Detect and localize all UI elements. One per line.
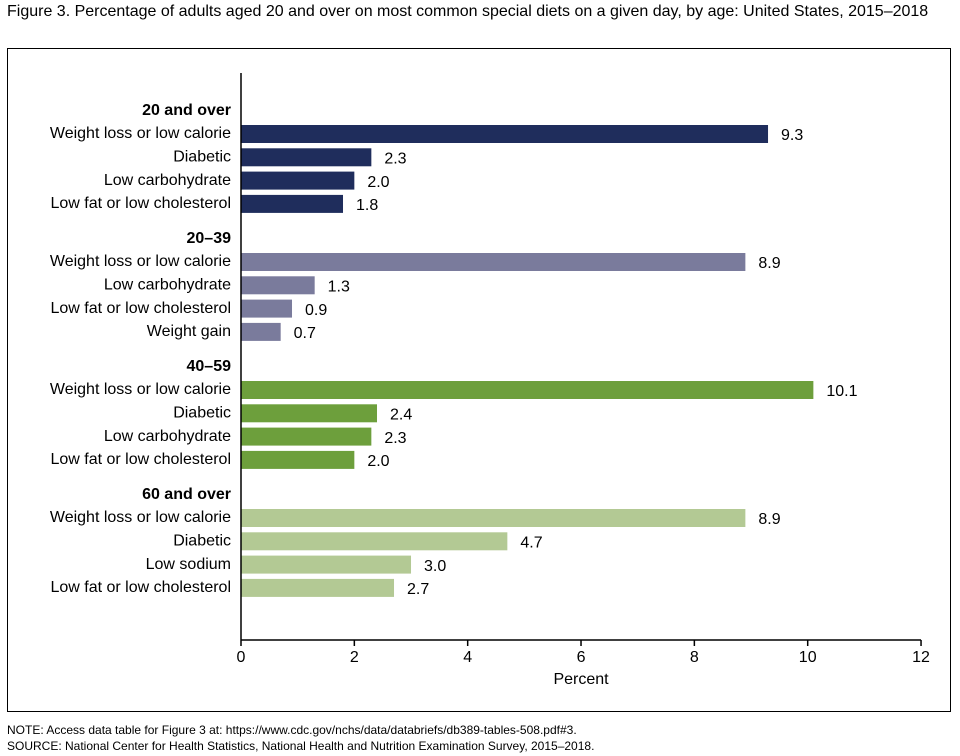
bar xyxy=(241,299,293,318)
category-label: Low fat or low cholesterol xyxy=(50,300,231,317)
bar xyxy=(241,125,769,143)
category-label: Low fat or low cholesterol xyxy=(50,195,231,212)
group-heading: 40–59 xyxy=(187,358,232,375)
bar xyxy=(241,322,281,341)
category-label: Low fat or low cholesterol xyxy=(50,451,231,468)
bar xyxy=(241,555,412,574)
category-label: Diabetic xyxy=(173,149,231,166)
data-label: 1.3 xyxy=(328,279,350,296)
data-label: 1.8 xyxy=(356,197,378,214)
data-label: 4.7 xyxy=(520,535,542,552)
x-tick-label: 12 xyxy=(912,649,930,666)
data-label: 9.3 xyxy=(781,127,803,144)
x-axis-label: Percent xyxy=(553,671,609,688)
group-heading: 20 and over xyxy=(142,102,231,119)
category-label: Weight loss or low calorie xyxy=(50,509,231,526)
bar xyxy=(241,171,355,190)
bar xyxy=(241,427,372,446)
data-label: 0.7 xyxy=(294,325,316,342)
bar-chart: 20 and over Weight loss or low calorie 9.3… xyxy=(50,73,930,688)
chart-frame: 20 and over Weight loss or low calorie 9.3… xyxy=(7,48,951,712)
data-label: 10.1 xyxy=(826,383,857,400)
category-label: Diabetic xyxy=(173,405,231,422)
bar xyxy=(241,276,315,295)
data-label: 2.3 xyxy=(384,151,406,168)
bar xyxy=(241,509,746,527)
footnotes: NOTE: Access data table for Figure 3 at:… xyxy=(7,722,594,754)
x-tick-label: 0 xyxy=(237,649,246,666)
source-text: SOURCE: National Center for Health Stati… xyxy=(7,739,595,753)
category-label: Low carbohydrate xyxy=(104,428,231,445)
x-tick-label: 2 xyxy=(350,649,359,666)
bar xyxy=(241,148,372,167)
bar xyxy=(241,194,344,213)
data-label: 3.0 xyxy=(424,558,446,575)
chart-title: Figure 3. Percentage of adults aged 20 a… xyxy=(7,3,929,20)
category-label: Weight loss or low calorie xyxy=(50,125,231,142)
data-label: 2.4 xyxy=(390,407,412,424)
data-label: 2.0 xyxy=(367,174,389,191)
data-label: 2.7 xyxy=(407,581,429,598)
data-label: 0.9 xyxy=(305,302,327,319)
category-label: Low sodium xyxy=(146,556,231,573)
data-label: 8.9 xyxy=(758,511,780,528)
note-text: NOTE: Access data table for Figure 3 at:… xyxy=(7,723,577,737)
x-tick-label: 10 xyxy=(799,649,817,666)
bar xyxy=(241,381,814,399)
group-heading: 60 and over xyxy=(142,486,231,503)
data-label: 2.3 xyxy=(384,430,406,447)
category-label: Weight loss or low calorie xyxy=(50,253,231,270)
bar xyxy=(241,578,395,597)
category-label: Weight loss or low calorie xyxy=(50,381,231,398)
category-label: Diabetic xyxy=(173,533,231,550)
category-label: Low carbohydrate xyxy=(104,172,231,189)
category-label: Weight gain xyxy=(147,323,231,340)
bar xyxy=(241,253,746,271)
category-label: Low fat or low cholesterol xyxy=(50,579,231,596)
group-heading: 20–39 xyxy=(187,230,232,247)
data-label: 8.9 xyxy=(758,255,780,272)
bar xyxy=(241,404,378,423)
x-tick-label: 4 xyxy=(463,649,472,666)
bar xyxy=(241,450,355,469)
bar xyxy=(241,532,508,551)
x-tick-label: 8 xyxy=(690,649,699,666)
data-label: 2.0 xyxy=(367,453,389,470)
x-tick-label: 6 xyxy=(577,649,586,666)
category-label: Low carbohydrate xyxy=(104,277,231,294)
